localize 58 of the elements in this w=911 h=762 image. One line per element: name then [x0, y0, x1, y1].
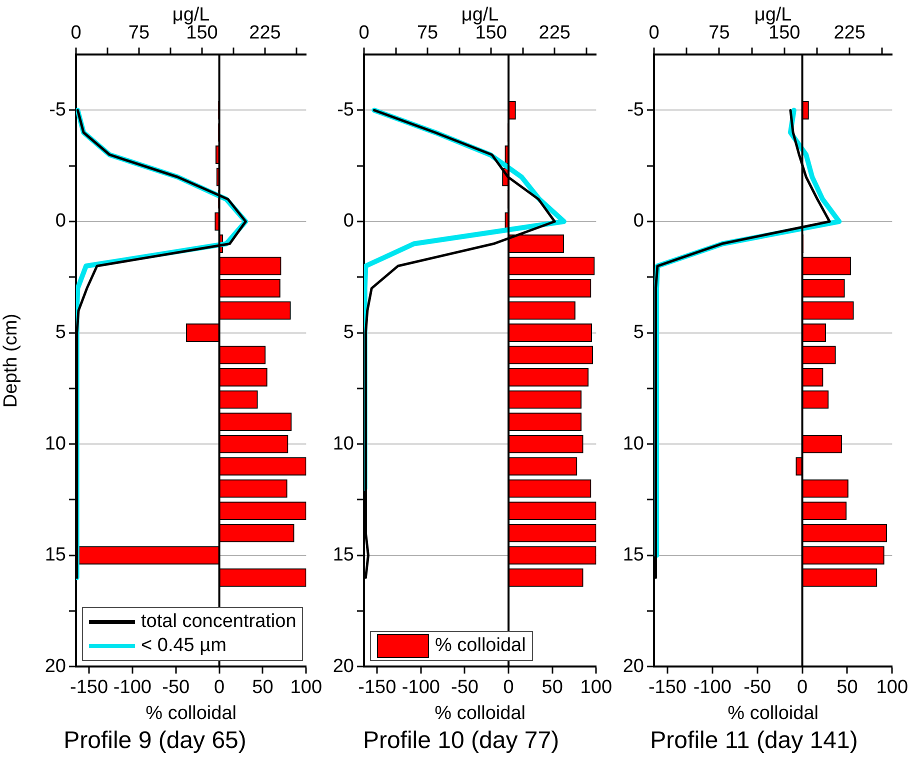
x-tick-label: 100 [580, 677, 612, 698]
x2-axis-title: μg/L [754, 4, 792, 26]
x-tick-label: -100 [693, 677, 732, 698]
y-tick-label: 15 [332, 544, 354, 566]
x-axis-title: % colloidal [434, 703, 526, 724]
y-tick-label: -5 [337, 99, 354, 120]
y-tick-label: 10 [44, 433, 66, 454]
x-tick-label: -50 [451, 677, 478, 698]
legend-label: < 0.45 µm [141, 634, 226, 658]
y-tick-label: 5 [633, 322, 644, 344]
text: Profile 10 (day 77) [362, 727, 560, 754]
x2-tick-label: 225 [249, 22, 281, 44]
y-tick-label: 20 [44, 656, 66, 677]
y-tick-label: 15 [44, 544, 66, 566]
x-tick-label: 50 [836, 677, 858, 698]
x-tick-label: -50 [162, 677, 190, 698]
y-axis-title: Depth (cm) [0, 314, 22, 408]
y-tick-label: 0 [343, 210, 354, 232]
x2-axis-title: μg/L [461, 4, 499, 26]
x-axis-title: % colloidal [728, 703, 818, 724]
y-tick-label: 5 [343, 322, 354, 344]
x-tick-label: 0 [796, 677, 808, 698]
y-tick-label: 20 [622, 656, 644, 677]
x2-tick-label: 225 [538, 22, 570, 44]
y-tick-label: 5 [55, 322, 66, 344]
x2-tick-label: 0 [358, 22, 370, 44]
legend-label: total concentration [141, 610, 296, 634]
y-tick-label: -5 [49, 99, 66, 120]
text: Profile 9 (day 65) [64, 727, 246, 754]
y-tick-label: 10 [332, 433, 354, 454]
x-tick-label: -150 [358, 677, 396, 698]
y-tick-label: 15 [622, 544, 644, 566]
x-tick-label: 0 [503, 677, 514, 698]
x-tick-label: -50 [744, 677, 772, 698]
x-axis-title: % colloidal [146, 703, 236, 724]
legend-label: % colloidal [435, 634, 526, 658]
text: Profile 11 (day 141) [650, 727, 858, 754]
x-tick-label: 50 [542, 677, 563, 698]
x-tick-label: 100 [876, 677, 908, 698]
y-tick-label: 10 [622, 433, 644, 454]
x-tick-label: 100 [290, 677, 322, 698]
x2-tick-label: 0 [70, 22, 82, 44]
x2-tick-label: 75 [128, 22, 150, 44]
x-tick-label: -150 [70, 677, 108, 698]
x-tick-label: 0 [214, 677, 225, 698]
x2-tick-label: 225 [834, 22, 866, 44]
x2-tick-label: 75 [708, 22, 730, 44]
x-tick-label: -150 [648, 677, 686, 698]
y-tick-label: 20 [332, 656, 354, 677]
x-tick-label: -100 [113, 677, 152, 698]
x-tick-label: 50 [252, 677, 274, 698]
x2-tick-label: 75 [416, 22, 438, 44]
y-tick-label: 0 [55, 210, 66, 232]
y-tick-label: 0 [633, 210, 644, 232]
x2-axis-title: μg/L [172, 4, 210, 26]
y-tick-label: -5 [627, 99, 644, 120]
x-tick-label: -100 [402, 677, 440, 698]
x2-tick-label: 0 [648, 22, 660, 44]
